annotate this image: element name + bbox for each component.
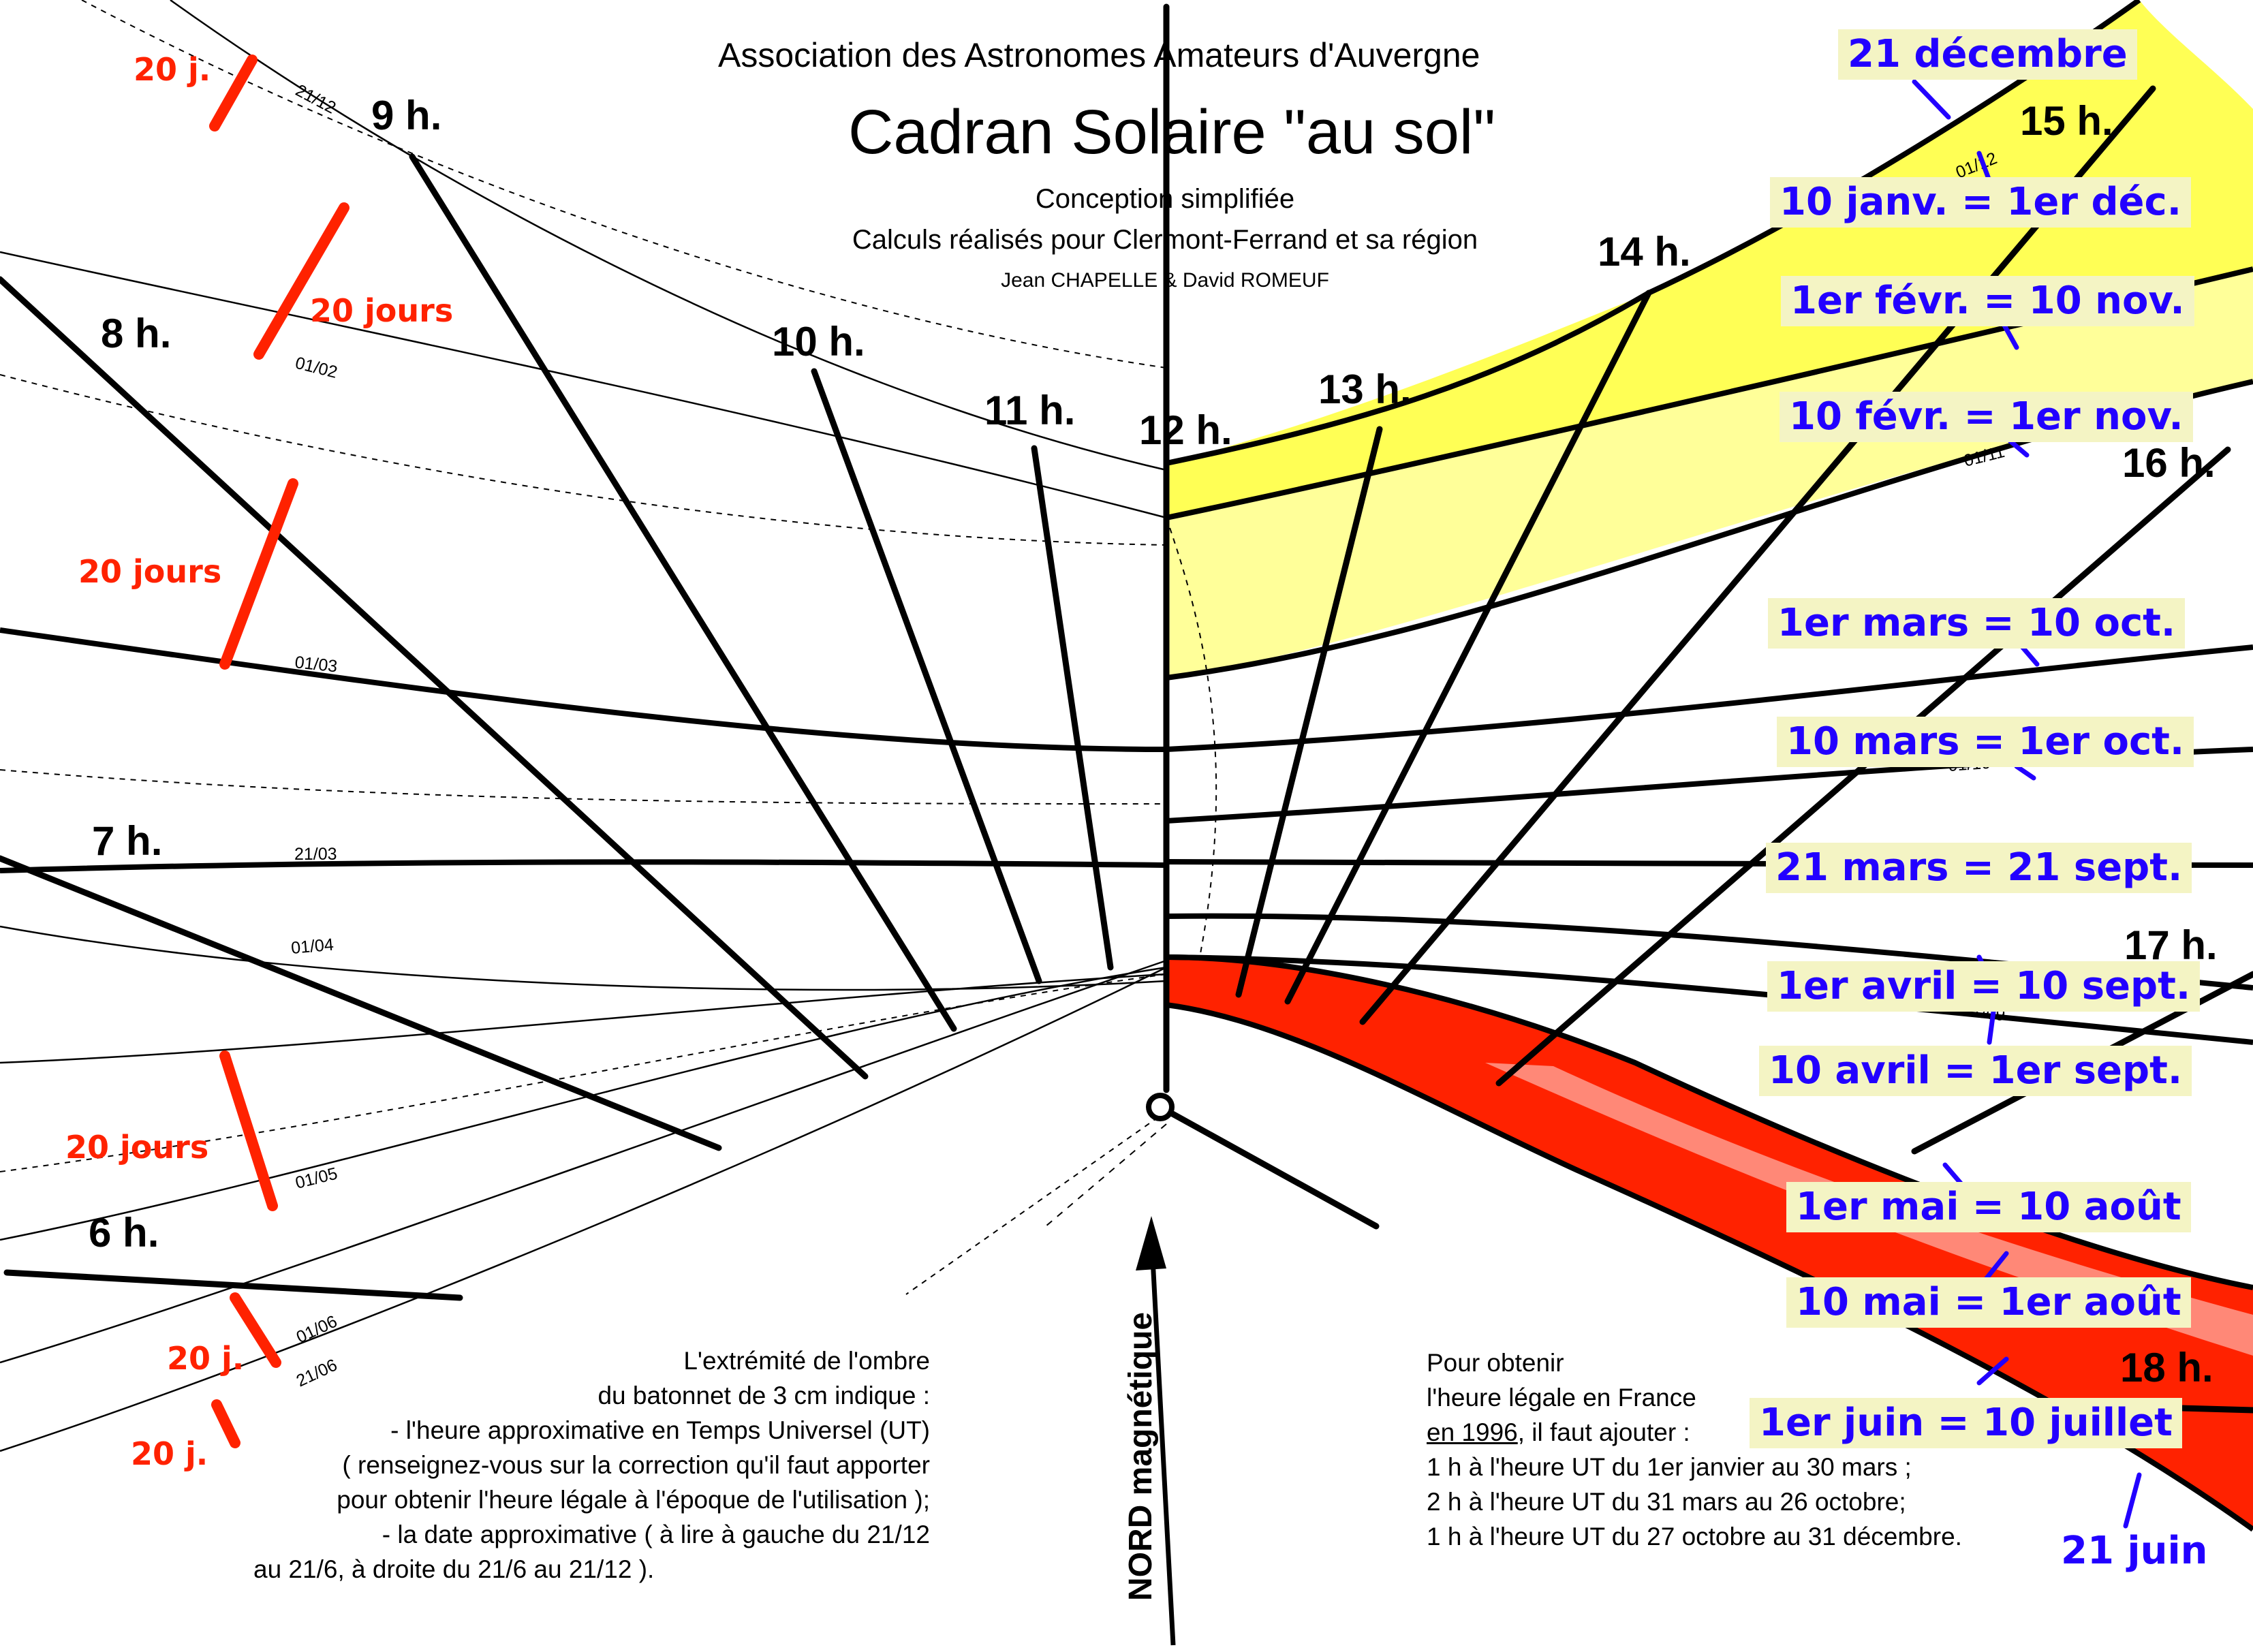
hour-label-9: 9 h. <box>371 93 441 138</box>
note-right-line: Pour obtenir <box>1427 1349 1564 1377</box>
note-left-line: - la date approximative ( à lire à gauch… <box>382 1521 930 1548</box>
date-curve-label: 21/12 <box>292 81 339 118</box>
note-right: Pour obtenir l'heure légale en France en… <box>1427 1345 1962 1554</box>
date-curve-label: 01/06 <box>294 1312 341 1347</box>
date-tag: 10 mai = 1er août <box>1786 1277 2191 1328</box>
hour-label-6: 6 h. <box>89 1210 159 1256</box>
note-left-line: L'extrémité de l'ombre <box>683 1347 930 1375</box>
date-curve-label: 21/03 <box>294 845 337 864</box>
calculation-note: Calculs réalisés pour Clermont-Ferrand e… <box>852 225 1478 255</box>
note-right-line: 2 h à l'heure UT du 31 mars au 26 octobr… <box>1427 1488 1906 1516</box>
date-tag: 10 avril = 1er sept. <box>1759 1046 2192 1096</box>
subtitle: Conception simplifiée <box>1035 184 1295 214</box>
span-label: 20 j. <box>167 1340 244 1377</box>
gnomon-point <box>1146 1093 1175 1121</box>
date-tag: 1er mai = 10 août <box>1786 1182 2191 1232</box>
hour-label-16: 16 h. <box>2122 440 2216 486</box>
date-curve-label: 01/02 <box>294 354 339 382</box>
date-lines-left <box>0 627 1167 873</box>
note-right-text: , il faut ajouter : <box>1517 1418 1690 1446</box>
note-left-line: - l'heure approximative en Temps Univers… <box>390 1416 930 1444</box>
span-label: 20 jours <box>65 1129 208 1166</box>
hour-label-11: 11 h. <box>984 388 1075 433</box>
december-band <box>1166 0 2253 518</box>
note-right-line: 1 h à l'heure UT du 1er janvier au 30 ma… <box>1427 1453 1912 1481</box>
note-left-line: ( renseignez-vous sur la correction qu'i… <box>342 1451 930 1479</box>
date-curve-label: 01/05 <box>294 1164 339 1193</box>
hour-label-14: 14 h. <box>1598 229 1691 275</box>
north-label: NORD magnétique <box>1123 1312 1159 1601</box>
date-tag: 1er avril = 10 sept. <box>1767 961 2201 1012</box>
hour-label-18: 18 h. <box>2120 1345 2213 1390</box>
date-tag: 1er févr. = 10 nov. <box>1781 276 2194 326</box>
hour-labels: 6 h. 7 h. 8 h. 9 h. 10 h. 11 h. 12 h. 13… <box>89 93 2218 1390</box>
span-label: 20 j. <box>134 51 211 88</box>
date-curves-dashed <box>0 0 1217 1295</box>
date-tag: 10 janv. = 1er déc. <box>1770 177 2191 228</box>
date-tag: 21 décembre <box>1838 29 2137 80</box>
date-curve-label: 01/03 <box>294 653 338 676</box>
span-markers <box>209 54 349 1448</box>
north-arrow-icon <box>1136 1216 1166 1271</box>
date-curves-left <box>0 0 1167 1452</box>
date-tag: 1er juin = 10 juillet <box>1750 1398 2182 1448</box>
authors: Jean CHAPELLE & David ROMEUF <box>1001 269 1329 292</box>
date-tag: 21 mars = 21 sept. <box>1766 843 2192 893</box>
date-tag: 10 févr. = 1er nov. <box>1780 392 2193 442</box>
date-tag: 21 juin <box>2061 1529 2208 1573</box>
span-label: 20 jours <box>310 292 453 329</box>
note-right-line: l'heure légale en France <box>1427 1384 1696 1412</box>
autumn-band <box>1166 269 2253 678</box>
date-curve-label: 01/04 <box>290 935 335 958</box>
date-tag: 10 mars = 1er oct. <box>1777 717 2194 767</box>
summer-band <box>1166 957 2253 1529</box>
note-right-year: en 1996 <box>1427 1418 1518 1446</box>
page-title: Cadran Solaire "au sol" <box>848 97 1496 167</box>
hour-label-8: 8 h. <box>101 311 171 356</box>
note-left-line: pour obtenir l'heure légale à l'époque d… <box>337 1486 930 1514</box>
association-name: Association des Astronomes Amateurs d'Au… <box>718 36 1480 74</box>
span-labels: 20 j. 20 jours 20 jours 20 jours 20 j. 2… <box>65 51 453 1472</box>
hour-label-13: 13 h. <box>1318 367 1412 412</box>
hour-label-7: 7 h. <box>92 818 162 864</box>
hour-label-10: 10 h. <box>772 319 865 364</box>
span-label: 20 jours <box>78 553 221 590</box>
north-arrow-shaft <box>1149 1232 1176 1646</box>
hour-label-17: 17 h. <box>2124 922 2218 968</box>
note-right-line: 1 h à l'heure UT du 27 octobre au 31 déc… <box>1427 1523 1962 1550</box>
note-left: L'extrémité de l'ombre du batonnet de 3 … <box>245 1343 930 1587</box>
note-right-line: en 1996, il faut ajouter : <box>1427 1415 1962 1450</box>
shadow-stick-line <box>1045 1123 1167 1227</box>
span-label: 20 j. <box>131 1435 208 1472</box>
hour-label-12: 12 h. <box>1139 407 1232 453</box>
date-tag: 1er mars = 10 oct. <box>1768 598 2186 649</box>
hour-label-15: 15 h. <box>2020 98 2113 144</box>
note-left-line: du batonnet de 3 cm indique : <box>597 1382 930 1409</box>
note-left-line: au 21/6, à droite du 21/6 au 21/12 ). <box>253 1555 655 1583</box>
